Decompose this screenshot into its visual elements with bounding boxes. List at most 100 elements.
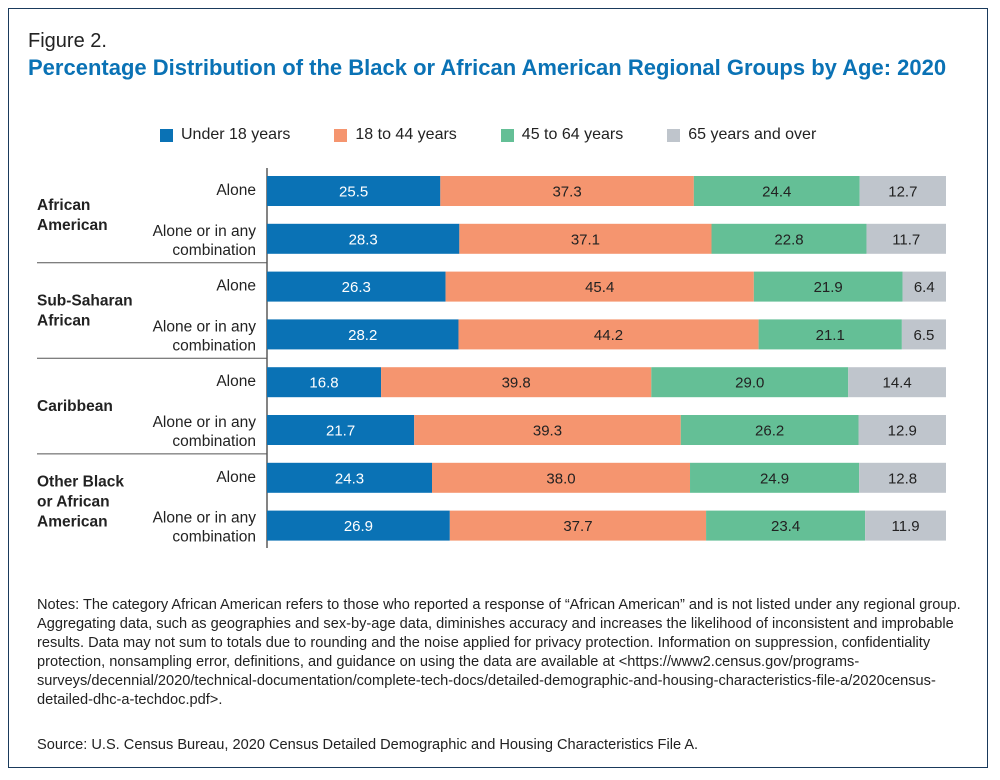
legend-item-65-and-over: 65 years and over (667, 126, 816, 144)
bar-value-label-g2-b1-s3: 12.9 (888, 423, 917, 440)
bar-value-label-g2-b0-s2: 29.0 (735, 375, 764, 392)
legend-swatch-under-18 (160, 128, 173, 142)
bar-value-label-g1-b0-s2: 21.9 (814, 279, 843, 296)
bar-segment-g3-b0-s1 (431, 462, 691, 493)
bar-value-label-g0-b0-s0: 25.5 (339, 184, 368, 201)
bar-value-label-g1-b1-s0: 28.2 (348, 327, 377, 344)
bar-segment-g1-b0-s0 (267, 271, 446, 302)
bar-category-label-g1-b0-l0: Alone (216, 278, 256, 295)
bar-segment-g0-b1-s2 (711, 223, 867, 254)
bar-value-label-g3-b0-s3: 12.8 (888, 470, 917, 487)
bar-value-label-g1-b0-s3: 6.4 (914, 279, 935, 296)
bar-segment-g2-b0-s2 (651, 367, 849, 398)
bar-category-label-g2-b1-l1: combination (172, 433, 256, 450)
bar-value-label-g0-b1-s0: 28.3 (349, 231, 378, 248)
legend-label-65-and-over: 65 years and over (688, 126, 817, 143)
legend-swatch-18-to-44 (334, 128, 348, 142)
bar-value-label-g1-b0-s1: 45.4 (585, 279, 614, 296)
chart-legend: Under 18 years 18 to 44 years 45 to 64 y… (160, 125, 860, 145)
bar-value-label-g0-b1-s1: 37.1 (571, 231, 600, 248)
group-label-g1-l1: African (37, 313, 90, 330)
bar-category-label-g0-b0-l0: Alone (216, 182, 256, 199)
figure-title: Percentage Distribution of the Black or … (28, 55, 947, 80)
bar-segment-g3-b0-s2 (690, 462, 860, 493)
legend-item-45-to-64: 45 to 64 years (500, 126, 624, 144)
bar-segment-g3-b1-s1 (449, 510, 707, 541)
group-label-g3-l1: or African (37, 494, 110, 511)
group-label-g1-l0: Sub-Saharan (37, 293, 133, 310)
bar-category-label-g3-b1-l1: combination (172, 529, 256, 546)
bar-value-label-g2-b0-s0: 16.8 (309, 375, 338, 392)
stacked-bar-chart: 25.5 37.3 24.4 12.7 Alone 28.3 37.1 22.8 11.7 Alo… (37, 168, 946, 548)
group-label-g0-l0: African (37, 197, 90, 214)
bar-category-label-g3-b0-l0: Alone (216, 469, 256, 486)
bar-segment-g3-b1-s0 (267, 510, 450, 541)
bar-value-label-g3-b0-s1: 38.0 (546, 470, 575, 487)
bar-value-label-g2-b0-s1: 39.8 (502, 375, 531, 392)
group-label-g0-l1: American (37, 217, 108, 234)
bar-value-label-g3-b0-s2: 24.9 (760, 470, 789, 487)
bar-category-label-g0-b1-l1: combination (172, 242, 256, 259)
bar-segment-g0-b0-s0 (267, 176, 441, 206)
bar-value-label-g3-b1-s0: 26.9 (344, 518, 373, 535)
bar-segment-g2-b0-s3 (848, 367, 946, 398)
bar-value-label-g0-b0-s3: 12.7 (888, 184, 917, 201)
bar-segment-g1-b1-s3 (901, 319, 946, 350)
bar-value-label-g0-b0-s1: 37.3 (552, 184, 581, 201)
bar-value-label-g2-b1-s1: 39.3 (533, 423, 562, 440)
bar-segment-g3-b1-s3 (865, 510, 946, 541)
bar-value-label-g1-b0-s0: 26.3 (342, 279, 371, 296)
bar-segment-g1-b1-s0 (267, 319, 459, 350)
bar-value-label-g1-b1-s3: 6.5 (914, 327, 935, 344)
bar-value-label-g2-b1-s0: 21.7 (326, 423, 355, 440)
bar-value-label-g2-b1-s2: 26.2 (755, 423, 784, 440)
group-label-g2-l0: Caribbean (37, 398, 113, 415)
bar-segment-g1-b1-s1 (458, 319, 759, 350)
group-label-g3-l0: Other Black (37, 474, 124, 491)
bar-segment-g0-b1-s1 (459, 223, 712, 254)
bar-segment-g2-b0-s0 (267, 367, 382, 398)
bar-category-label-g1-b1-l1: combination (172, 337, 256, 354)
bar-value-label-g0-b1-s2: 22.8 (774, 231, 803, 248)
figure-label: Figure 2. (28, 30, 107, 52)
bar-segment-g1-b0-s2 (753, 271, 903, 302)
bar-segment-g2-b1-s3 (858, 415, 946, 445)
bar-segment-g2-b1-s1 (414, 415, 681, 445)
bar-segment-g1-b0-s1 (445, 271, 754, 302)
bar-segment-g3-b0-s3 (859, 462, 946, 493)
bar-segment-g0-b0-s3 (859, 176, 946, 206)
bar-segment-g2-b1-s2 (680, 415, 859, 445)
bar-category-label-g3-b1-l0: Alone or in any (153, 510, 257, 527)
bar-value-label-g2-b0-s3: 14.4 (883, 375, 912, 392)
chart-notes: Notes: The category African American ref… (37, 597, 961, 708)
bar-segment-g3-b1-s2 (706, 510, 866, 541)
chart-source: Source: U.S. Census Bureau, 2020 Census … (37, 737, 699, 753)
bar-value-label-g1-b1-s2: 21.1 (816, 327, 845, 344)
legend-item-18-to-44: 18 to 44 years (334, 126, 457, 144)
bar-category-label-g0-b1-l0: Alone or in any (153, 223, 257, 240)
bar-category-label-g1-b1-l0: Alone or in any (153, 318, 257, 335)
bar-segment-g2-b1-s0 (267, 415, 415, 445)
bar-segment-g1-b0-s3 (902, 271, 946, 302)
bar-value-label-g1-b1-s1: 44.2 (594, 327, 623, 344)
bar-value-label-g3-b1-s3: 11.9 (892, 518, 920, 535)
bar-value-label-g0-b1-s3: 11.7 (892, 231, 920, 248)
bar-segment-g1-b1-s2 (758, 319, 902, 350)
bar-category-label-g2-b1-l0: Alone or in any (153, 414, 257, 431)
bar-value-label-g3-b1-s1: 37.7 (563, 518, 592, 535)
legend-label-under-18: Under 18 years (181, 126, 291, 143)
bar-segment-g0-b0-s1 (440, 176, 694, 206)
bar-segment-g0-b1-s0 (267, 223, 460, 254)
legend-item-under-18: Under 18 years (160, 126, 290, 144)
legend-label-45-to-64: 45 to 64 years (521, 126, 624, 143)
bar-segment-g0-b0-s2 (693, 176, 860, 206)
bar-value-label-g3-b1-s2: 23.4 (771, 518, 800, 535)
legend-swatch-45-to-64 (500, 128, 514, 142)
bar-segment-g3-b0-s0 (267, 462, 432, 493)
legend-swatch-65-and-over (667, 128, 681, 142)
bar-segment-g0-b1-s3 (866, 223, 946, 254)
bar-value-label-g0-b0-s2: 24.4 (762, 184, 791, 201)
legend-label-18-to-44: 18 to 44 years (355, 126, 457, 143)
group-label-g3-l2: American (37, 514, 108, 531)
bar-value-label-g3-b0-s0: 24.3 (335, 470, 364, 487)
